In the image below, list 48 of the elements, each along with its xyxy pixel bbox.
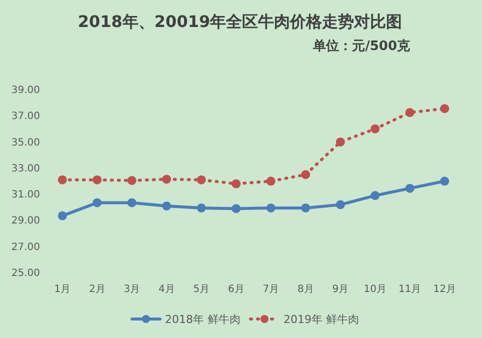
point — [162, 174, 172, 184]
point — [127, 198, 136, 208]
point — [92, 175, 102, 184]
x-tick-label: 3月 — [124, 284, 140, 295]
point — [232, 204, 241, 214]
y-tick-label: 35.00 — [11, 137, 40, 148]
point — [266, 203, 276, 212]
point — [58, 211, 67, 220]
point — [127, 176, 136, 185]
x-tick-label: 7月 — [262, 284, 280, 295]
point — [58, 175, 67, 184]
x-tick-label: 1月 — [54, 284, 71, 295]
point — [370, 191, 380, 200]
x-tick-label: 10月 — [364, 284, 386, 295]
point — [336, 137, 345, 146]
x-tick-label: 12月 — [433, 284, 456, 295]
point — [232, 179, 241, 188]
x-tick-label: 2月 — [88, 284, 106, 295]
point — [370, 124, 380, 134]
point — [196, 175, 206, 184]
point — [301, 170, 310, 180]
y-tick-label: 33.00 — [11, 163, 40, 174]
point — [440, 104, 450, 114]
x-tick-label: 5月 — [193, 284, 210, 295]
point — [336, 200, 345, 210]
y-tick-label: 39.00 — [11, 85, 40, 96]
point — [301, 203, 310, 212]
x-tick-label: 11月 — [398, 284, 422, 295]
x-tick-label: 9月 — [332, 284, 349, 295]
y-tick-label: 27.00 — [11, 242, 40, 253]
y-tick-label: 25.00 — [11, 268, 40, 279]
point — [405, 108, 414, 118]
point — [196, 203, 206, 212]
y-tick-label: 31.00 — [11, 190, 40, 201]
point — [405, 184, 414, 193]
y-tick-label: 29.00 — [11, 216, 40, 227]
x-tick-label: 6月 — [228, 284, 244, 295]
legend-label: 2018年 鲜牛肉 — [165, 313, 240, 326]
point — [162, 201, 172, 210]
point — [266, 176, 276, 186]
chart-title: 2018年、20019年全区牛肉价格走势对比图 — [78, 12, 402, 31]
y-tick-label: 37.00 — [11, 111, 40, 122]
x-tick-label: 8月 — [297, 284, 314, 295]
point — [92, 198, 102, 208]
legend-label: 2019年 鲜牛肉 — [284, 313, 359, 326]
point — [440, 176, 450, 186]
x-tick-label: 4月 — [158, 284, 175, 295]
chart-subtitle: 单位：元/500克 — [312, 38, 411, 54]
